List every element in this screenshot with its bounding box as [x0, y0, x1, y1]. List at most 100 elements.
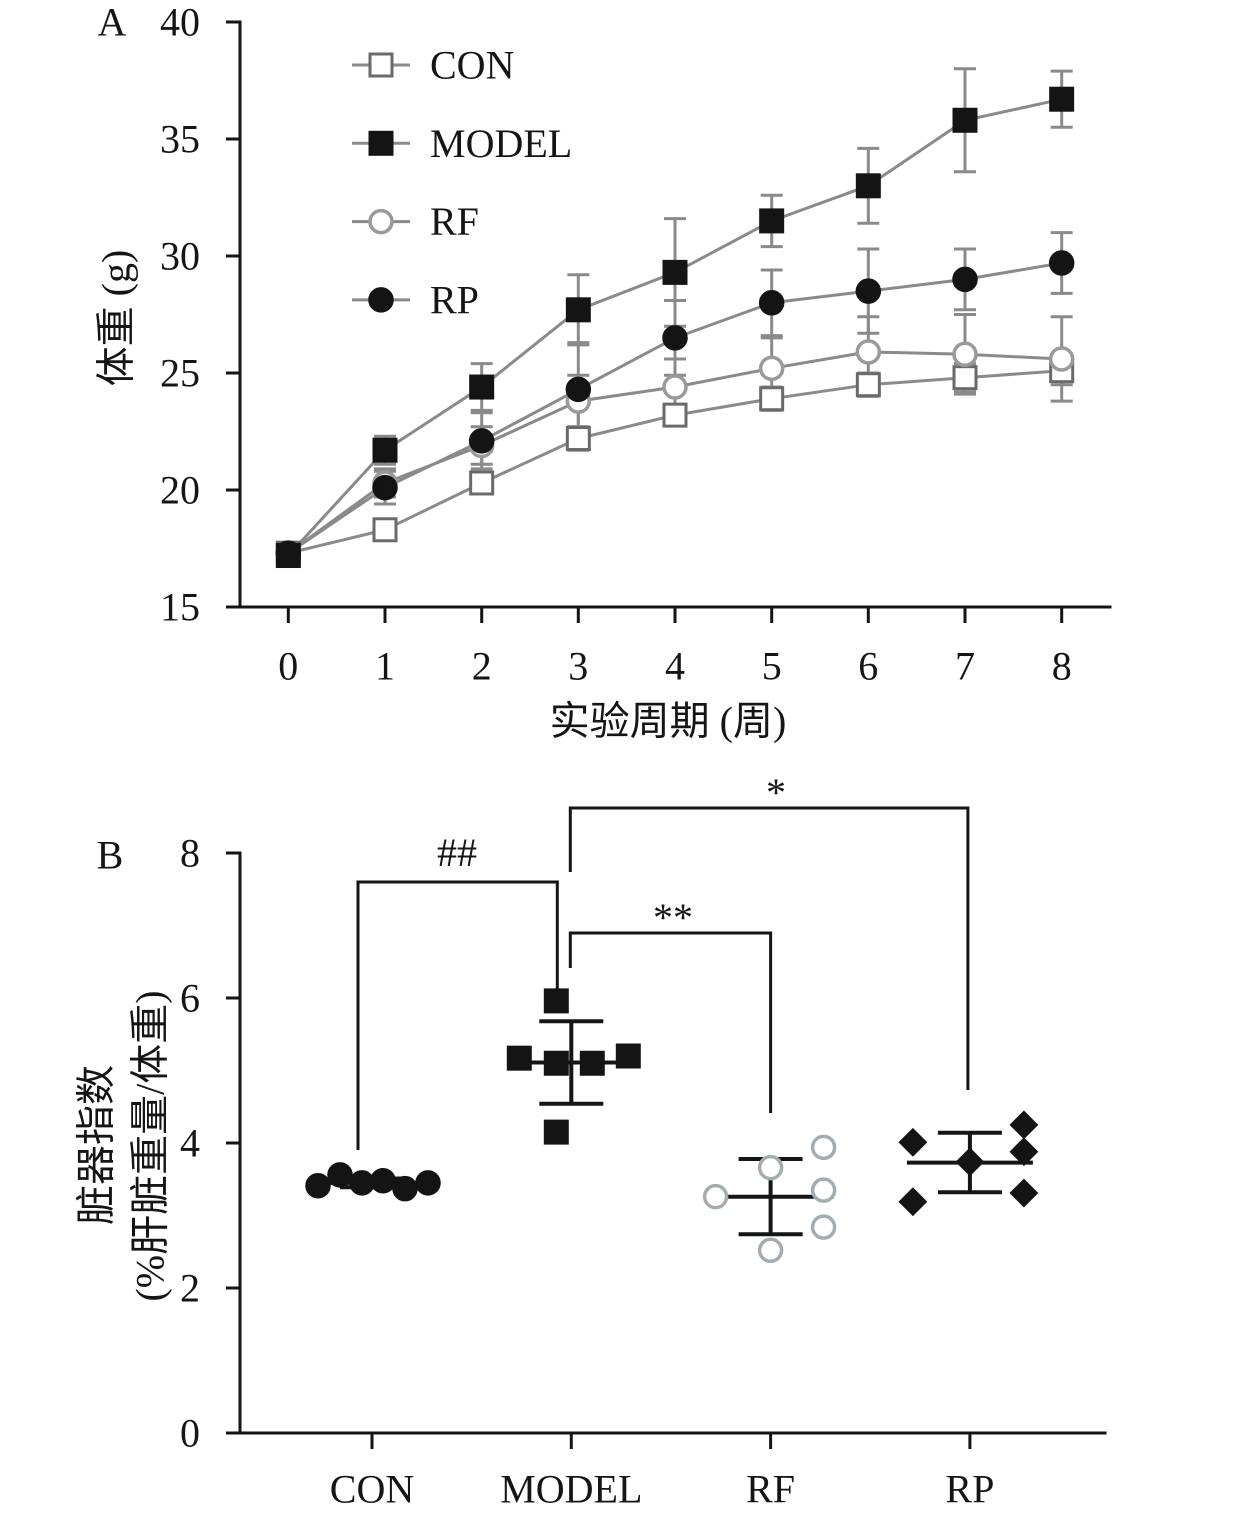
group-rp-point: [1009, 1178, 1039, 1208]
series-rf-point: [952, 341, 978, 368]
panel-b-y-tick-label: 0: [180, 1411, 200, 1456]
group-model-sd-bar: [539, 1019, 604, 1106]
group-model-point: [543, 988, 569, 1014]
panel-a-x-tick-label: 2: [472, 644, 492, 689]
series-rf-point: [758, 355, 785, 382]
panel-b-y-axis-title-line-1: 脏器指数: [74, 1065, 119, 1225]
group-rp-point: [898, 1127, 928, 1157]
panel-a-y-tick-label: 25: [160, 351, 200, 396]
panel-a-label: A: [98, 0, 127, 45]
significance-label: **: [653, 895, 693, 940]
significance-label: ##: [437, 830, 477, 875]
series-con-point: [952, 365, 978, 391]
panel-a-y-axis-title: 体重 (g): [94, 250, 139, 387]
panel-a-x-tick-label: 0: [278, 644, 298, 689]
group-rf-point: [757, 1237, 784, 1264]
panel-b-y-tick-label: 2: [180, 1266, 200, 1311]
panel-a-y-tick-label: 20: [160, 468, 200, 513]
series-model-point: [565, 297, 591, 323]
group-con-point: [327, 1162, 353, 1188]
group-con-point: [415, 1170, 441, 1196]
panel-a-x-tick-label: 7: [955, 644, 975, 689]
series-rf-point: [855, 339, 882, 365]
series-con-point: [855, 372, 881, 398]
series-model-point: [275, 543, 301, 569]
series-con-point: [759, 386, 785, 412]
group-rf-point: [810, 1134, 837, 1161]
legend-item-con: CON: [352, 43, 514, 88]
panel-b-category-label: MODEL: [500, 1467, 642, 1512]
series-model-point: [662, 259, 688, 285]
panel-a-x-tick-label: 4: [665, 644, 685, 689]
significance-bracket: [568, 806, 970, 1090]
group-rp-point: [1009, 1137, 1039, 1167]
panel-b-y-tick-label: 4: [180, 1121, 200, 1166]
group-con-point: [349, 1170, 375, 1196]
panel-b-category-label: RP: [945, 1467, 994, 1512]
significance-bracket: [356, 880, 559, 1150]
series-model-point: [855, 173, 881, 199]
group-con-point: [370, 1167, 396, 1194]
series-con-point: [372, 517, 398, 543]
series-rp-point: [1048, 250, 1075, 276]
panel-b-y-tick-label: 8: [180, 831, 200, 876]
group-rf-point: [702, 1183, 729, 1210]
series-model-point: [372, 437, 398, 463]
panel-a-x-axis-title: 实验周期 (周): [550, 699, 787, 744]
series-model-point: [952, 107, 978, 133]
panel-a-y-tick-label: 15: [160, 585, 200, 630]
series-rp-point: [372, 474, 398, 501]
legend-con-label: CON: [430, 43, 514, 88]
group-model-point: [615, 1043, 641, 1069]
series-con-point: [662, 402, 688, 428]
legend-model-label: MODEL: [430, 121, 572, 166]
panel-a-y-tick-label: 35: [160, 117, 200, 162]
panel-b-label: B: [97, 833, 124, 878]
panel-b-category-label: CON: [330, 1467, 414, 1512]
legend-item-model: MODEL: [352, 121, 572, 166]
significance-label: *: [766, 770, 786, 815]
legend-con-marker: [368, 52, 394, 78]
series-rp-point: [758, 290, 785, 316]
group-rf-point: [810, 1214, 837, 1240]
group-rf-point: [810, 1177, 837, 1203]
legend-rp-marker: [368, 287, 394, 313]
group-con-point: [305, 1173, 331, 1199]
group-model-point: [506, 1045, 532, 1071]
legend-rf-label: RF: [430, 199, 479, 244]
series-rp-point: [855, 278, 882, 304]
group-con-point: [392, 1175, 418, 1202]
legend-model-marker: [368, 130, 394, 156]
series-model-point: [469, 374, 495, 400]
legend-rp-label: RP: [430, 277, 479, 322]
group-rf-point: [757, 1154, 784, 1181]
panel-a-x-tick-label: 5: [762, 644, 782, 689]
panel-a-x-tick-label: 1: [375, 644, 395, 689]
panel-b-y-axis-title-line-2: (%肝脏重量/体重): [128, 990, 173, 1301]
panel-a-x-tick-label: 6: [858, 644, 878, 689]
legend-rf-marker: [368, 208, 394, 235]
group-model-point: [543, 1119, 569, 1145]
legend-item-rp: RP: [352, 277, 479, 322]
panel-a-y-tick-label: 30: [160, 234, 200, 279]
group-model-point: [543, 1050, 569, 1076]
series-rp-point: [565, 376, 592, 403]
series-rp-point: [662, 325, 688, 351]
significance-bracket: [568, 931, 773, 1113]
series-con-point: [565, 426, 591, 452]
group-rp-point: [955, 1147, 985, 1177]
series-rp-point: [952, 266, 978, 293]
panel-a-x-tick-label: 8: [1052, 644, 1072, 689]
panel-a-x-tick-label: 3: [568, 644, 588, 689]
series-rp-point: [468, 428, 495, 454]
group-model-point: [579, 1050, 605, 1076]
panel-a-body-weight-chart: A 15 20 25 30 35 40 0 1 2 3 4 5 6 7 8 实验周期 (周) 体重 (g) CON M…: [94, 0, 1112, 744]
group-rp-point: [898, 1187, 928, 1217]
panel-b-category-label: RF: [746, 1467, 795, 1512]
series-model-point: [759, 208, 785, 234]
panel-b-y-tick-label: 6: [180, 976, 200, 1021]
series-con-point: [469, 470, 495, 496]
